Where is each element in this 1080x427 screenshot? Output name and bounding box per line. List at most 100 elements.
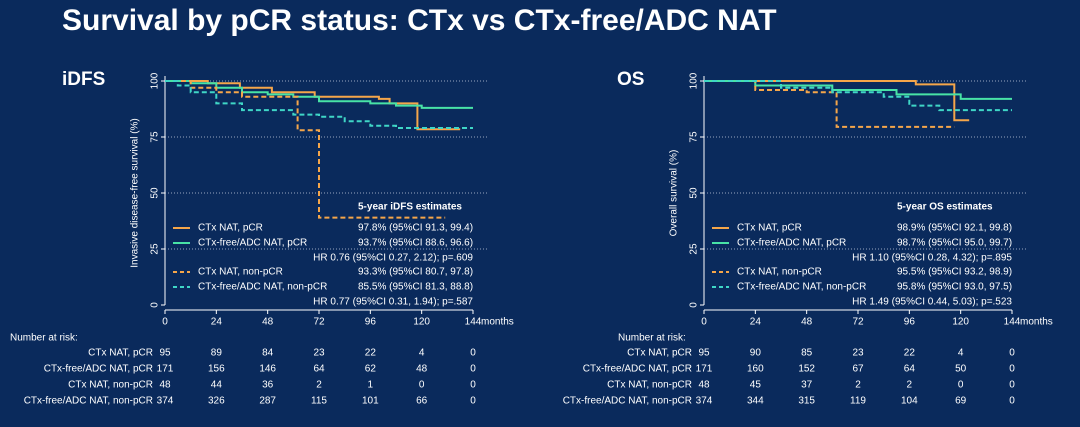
x-tick-label: 24 <box>211 317 223 328</box>
at-risk-count: 36 <box>262 380 274 391</box>
survival-curve <box>165 80 446 219</box>
survival-curve <box>704 80 1012 112</box>
x-tick-label: 0 <box>162 317 168 328</box>
at-risk-count: 45 <box>750 380 762 391</box>
x-axis-label: months <box>1020 317 1053 328</box>
at-risk-count: 374 <box>157 396 174 407</box>
y-axis-label: Overall survival (%) <box>669 150 680 237</box>
survival-curve <box>165 80 461 131</box>
panel-title: OS <box>617 69 644 90</box>
at-risk-row-label: CTx-free/ADC NAT, non-pCR <box>563 396 692 407</box>
legend-label: CTx-free/ADC NAT, non-pCR <box>737 282 866 293</box>
x-tick-label: 72 <box>313 317 325 328</box>
at-risk-count: 160 <box>747 364 764 375</box>
at-risk-count: 2 <box>855 380 861 391</box>
at-risk-count: 69 <box>955 396 967 407</box>
at-risk-count: 62 <box>365 364 377 375</box>
legend-label: CTx-free/ADC NAT, pCR <box>198 238 307 249</box>
at-risk-count: 171 <box>696 364 713 375</box>
at-risk-count: 0 <box>470 396 476 407</box>
legend-label: CTx NAT, pCR <box>737 223 802 234</box>
survival-curve <box>704 80 955 128</box>
at-risk-count: 48 <box>416 364 428 375</box>
at-risk-count: 95 <box>159 348 171 359</box>
at-risk-count: 0 <box>1009 364 1015 375</box>
at-risk-count: 171 <box>157 364 174 375</box>
at-risk-count: 64 <box>313 364 325 375</box>
estimate-label: 93.3% (95%CI 80.7, 97.8) <box>358 267 473 278</box>
at-risk-count: 374 <box>696 396 713 407</box>
estimate-label: 95.8% (95%CI 93.0, 97.5) <box>897 282 1012 293</box>
y-tick-label: 0 <box>689 302 700 308</box>
y-tick-label: 75 <box>150 131 161 143</box>
estimate-label: 97.8% (95%CI 91.3, 99.4) <box>358 223 473 234</box>
legend-label: CTx-free/ADC NAT, non-pCR <box>198 282 327 293</box>
at-risk-count: 22 <box>365 348 377 359</box>
y-tick-label: 100 <box>150 72 161 89</box>
at-risk-count: 0 <box>419 380 425 391</box>
at-risk-count: 146 <box>259 364 276 375</box>
at-risk-count: 156 <box>208 364 225 375</box>
at-risk-count: 0 <box>1009 380 1015 391</box>
at-risk-row-label: CTx NAT, non-pCR <box>607 380 692 391</box>
at-risk-row-label: CTx NAT, non-pCR <box>68 380 153 391</box>
at-risk-count: 89 <box>211 348 223 359</box>
at-risk-count: 66 <box>416 396 428 407</box>
hazard-ratio: HR 0.77 (95%CI 0.31, 1.94); p=.587 <box>313 297 473 308</box>
at-risk-count: 344 <box>747 396 764 407</box>
at-risk-count: 0 <box>470 364 476 375</box>
at-risk-count: 67 <box>852 364 864 375</box>
at-risk-count: 22 <box>904 348 916 359</box>
x-tick-label: 144 <box>1004 317 1021 328</box>
estimates-title: 5-year iDFS estimates <box>358 202 462 213</box>
y-tick-label: 50 <box>150 187 161 199</box>
y-tick-label: 75 <box>689 131 700 143</box>
x-tick-label: 144 <box>465 317 482 328</box>
x-tick-label: 96 <box>904 317 916 328</box>
at-risk-row-label: CTx NAT, pCR <box>627 348 692 359</box>
x-tick-label: 120 <box>413 317 430 328</box>
at-risk-count: 48 <box>698 380 710 391</box>
at-risk-count: 50 <box>955 364 967 375</box>
y-axis-label: Invasive disease-free survival (%) <box>130 118 141 268</box>
at-risk-count: 152 <box>798 364 815 375</box>
at-risk-count: 2 <box>316 380 322 391</box>
estimates-title: 5-year OS estimates <box>897 202 993 213</box>
estimate-label: 98.7% (95%CI 95.0, 99.7) <box>897 238 1012 249</box>
slide-title: Survival by pCR status: CTx vs CTx-free/… <box>62 4 777 37</box>
hazard-ratio: HR 1.49 (95%CI 0.44, 5.03); p=.523 <box>852 297 1012 308</box>
at-risk-count: 0 <box>958 380 964 391</box>
survival-curve <box>165 80 473 109</box>
at-risk-count: 95 <box>698 348 710 359</box>
at-risk-count: 104 <box>901 396 918 407</box>
at-risk-count: 0 <box>1009 396 1015 407</box>
at-risk-count: 4 <box>419 348 425 359</box>
at-risk-label: Number at risk: <box>618 333 686 344</box>
at-risk-count: 44 <box>211 380 223 391</box>
at-risk-count: 326 <box>208 396 225 407</box>
at-risk-count: 2 <box>907 380 913 391</box>
at-risk-row-label: CTx-free/ADC NAT, pCR <box>44 364 153 375</box>
x-tick-label: 0 <box>701 317 707 328</box>
at-risk-count: 23 <box>313 348 325 359</box>
at-risk-count: 119 <box>850 396 866 407</box>
at-risk-count: 4 <box>958 348 964 359</box>
legend-label: CTx NAT, non-pCR <box>737 267 822 278</box>
legend-label: CTx NAT, non-pCR <box>198 267 283 278</box>
survival-curve <box>704 80 970 122</box>
at-risk-row-label: CTx-free/ADC NAT, non-pCR <box>24 396 153 407</box>
x-tick-label: 72 <box>852 317 864 328</box>
estimate-label: 98.9% (95%CI 92.1, 99.8) <box>897 223 1012 234</box>
at-risk-row-label: CTx NAT, pCR <box>88 348 153 359</box>
at-risk-count: 315 <box>798 396 815 407</box>
y-tick-label: 100 <box>689 72 700 89</box>
x-tick-label: 120 <box>952 317 969 328</box>
x-tick-label: 96 <box>365 317 377 328</box>
x-tick-label: 48 <box>801 317 813 328</box>
legend-label: CTx NAT, pCR <box>198 223 263 234</box>
at-risk-count: 84 <box>262 348 274 359</box>
estimate-label: 93.7% (95%CI 88.6, 96.6) <box>358 238 473 249</box>
estimate-label: 85.5% (95%CI 81.3, 88.8) <box>358 282 473 293</box>
